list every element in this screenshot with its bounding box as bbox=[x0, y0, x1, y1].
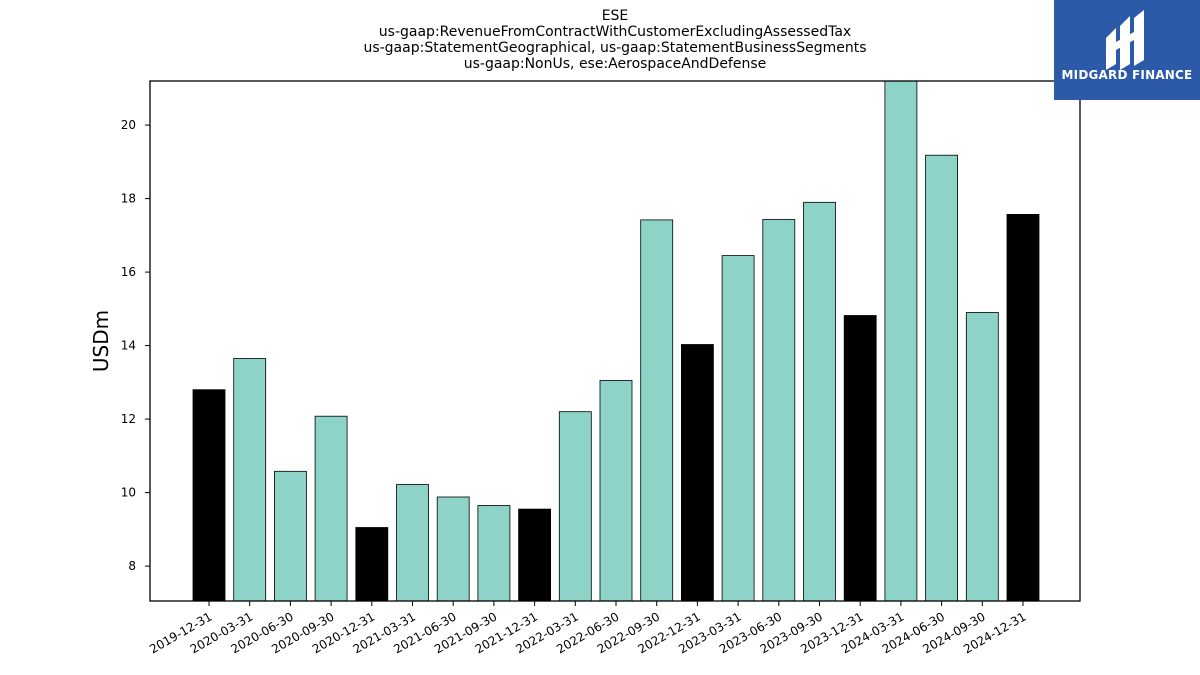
bar-2021-03-31 bbox=[396, 484, 429, 601]
title-line: us-gaap:RevenueFromContractWithCustomerE… bbox=[379, 24, 851, 40]
bar-2024-12-31 bbox=[1006, 213, 1040, 601]
bar-2021-12-31 bbox=[518, 508, 551, 601]
midgard-logo-icon bbox=[1106, 10, 1144, 70]
plot-frame bbox=[149, 80, 1081, 602]
bar-2023-03-31 bbox=[721, 255, 755, 601]
bar-2019-12-31 bbox=[192, 389, 226, 601]
bar-2020-06-30 bbox=[273, 470, 307, 601]
bar-2023-09-30 bbox=[803, 201, 836, 601]
title-line: us-gaap:NonUs, ese:AerospaceAndDefense bbox=[464, 56, 767, 72]
y-tick-label: 14 bbox=[121, 339, 136, 353]
bar-2020-09-30 bbox=[314, 415, 348, 601]
chart-title: ESEus-gaap:RevenueFromContractWithCustom… bbox=[363, 8, 866, 72]
bar-2022-09-30 bbox=[640, 219, 674, 601]
title-line: us-gaap:StatementGeographical, us-gaap:S… bbox=[363, 40, 866, 56]
x-axis: 2019-12-312020-03-312020-06-302020-09-30… bbox=[147, 601, 1029, 656]
y-tick-label: 10 bbox=[121, 486, 136, 500]
title-line: ESE bbox=[602, 8, 629, 24]
bar-2023-06-30 bbox=[762, 219, 796, 601]
bar-2024-06-30 bbox=[925, 154, 958, 601]
y-tick-label: 20 bbox=[121, 118, 136, 132]
y-tick-label: 16 bbox=[121, 265, 136, 279]
y-tick-label: 8 bbox=[128, 559, 136, 573]
bar-2024-03-31 bbox=[884, 81, 918, 601]
bars bbox=[192, 81, 1040, 601]
bar-2024-09-30 bbox=[965, 312, 999, 601]
y-tick-label: 12 bbox=[121, 412, 136, 426]
bar-2021-09-30 bbox=[477, 505, 511, 601]
bar-2021-06-30 bbox=[436, 496, 470, 601]
y-axis: 8 10 12 14 16 18 20 bbox=[121, 118, 150, 573]
bar-2022-12-31 bbox=[681, 344, 714, 601]
y-tick-label: 18 bbox=[121, 192, 136, 206]
bar-2020-12-31 bbox=[355, 527, 389, 601]
logo-text: MIDGARD FINANCE bbox=[1061, 68, 1193, 82]
midgard-finance-logo: MIDGARD FINANCE bbox=[1054, 0, 1200, 100]
bar-2023-12-31 bbox=[843, 315, 877, 601]
bar-2020-03-31 bbox=[233, 358, 267, 601]
y-axis-label: USDm bbox=[89, 310, 113, 372]
bar-2022-03-31 bbox=[558, 411, 592, 601]
bar-2022-06-30 bbox=[599, 380, 633, 601]
